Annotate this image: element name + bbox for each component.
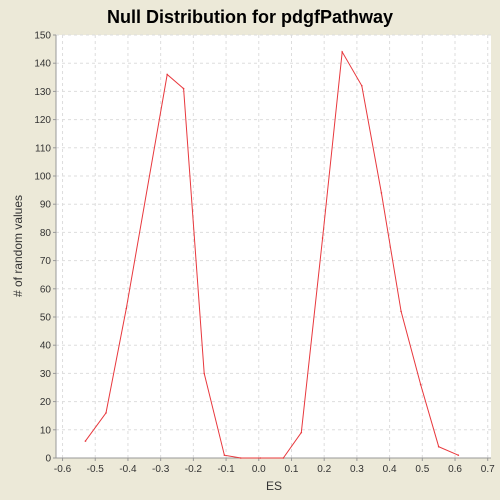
plot-area	[56, 35, 491, 458]
x-tick-label: -0.1	[217, 464, 235, 475]
y-tick-label: 10	[40, 425, 52, 436]
data-point	[300, 431, 303, 434]
data-point	[419, 383, 422, 386]
data-point	[84, 440, 87, 442]
y-tick-label: 70	[40, 256, 52, 267]
y-tick-label: 20	[40, 397, 52, 408]
y-tick-label: 90	[40, 200, 52, 211]
x-tick-label: 0.0	[252, 464, 266, 475]
data-point	[321, 237, 324, 239]
x-tick-label: -0.2	[185, 464, 203, 475]
x-tick-label: -0.5	[87, 464, 105, 475]
data-point	[259, 457, 262, 459]
y-tick-label: 80	[40, 228, 52, 239]
data-point	[166, 73, 169, 76]
data-point	[203, 372, 205, 375]
x-tick-label: -0.6	[54, 464, 72, 475]
x-tick-label: 0.5	[415, 464, 429, 475]
series-layer	[84, 50, 460, 459]
y-tick-label: 60	[40, 284, 52, 295]
x-tick-label: -0.4	[119, 464, 137, 475]
data-point	[400, 310, 402, 313]
y-tick-label: 120	[34, 115, 51, 126]
data-point	[239, 457, 242, 459]
data-point	[125, 307, 128, 310]
x-tick-label: 0.1	[285, 464, 299, 475]
y-tick-label: 110	[35, 143, 51, 154]
data-point	[361, 84, 363, 87]
data-point	[105, 412, 107, 414]
x-tick-label: 0.4	[383, 464, 397, 475]
data-point	[457, 454, 460, 456]
axes: 0 10 20 30 40 50 60 70 80 90 100 110 120 130 140 150 -0.…	[34, 31, 495, 476]
chart-title: Null Distribution for pdgfPathway	[107, 7, 393, 27]
x-axis-label: ES	[266, 479, 282, 493]
x-tick-label: 0.7	[481, 464, 495, 475]
data-point	[182, 87, 185, 90]
y-tick-label: 50	[40, 313, 52, 324]
x-tick-label: -0.3	[152, 464, 170, 475]
y-axis-label: # of random values	[11, 195, 25, 297]
y-tick-label: 130	[34, 87, 51, 98]
x-tick-label: 0.3	[350, 464, 364, 475]
y-tick-label: 140	[34, 59, 51, 70]
data-point	[341, 51, 343, 53]
data-point	[437, 445, 440, 448]
y-tick-label: 100	[34, 172, 51, 183]
y-tick-label: 0	[45, 454, 51, 465]
y-tick-label: 150	[34, 31, 51, 42]
x-tick-label: 0.6	[448, 464, 462, 475]
data-point	[282, 457, 285, 459]
y-tick-label: 40	[40, 341, 52, 352]
data-point	[223, 454, 226, 456]
data-point	[380, 192, 383, 194]
grid-lines	[56, 34, 491, 459]
x-tick-label: 0.2	[317, 464, 331, 475]
y-tick-label: 30	[40, 369, 52, 380]
